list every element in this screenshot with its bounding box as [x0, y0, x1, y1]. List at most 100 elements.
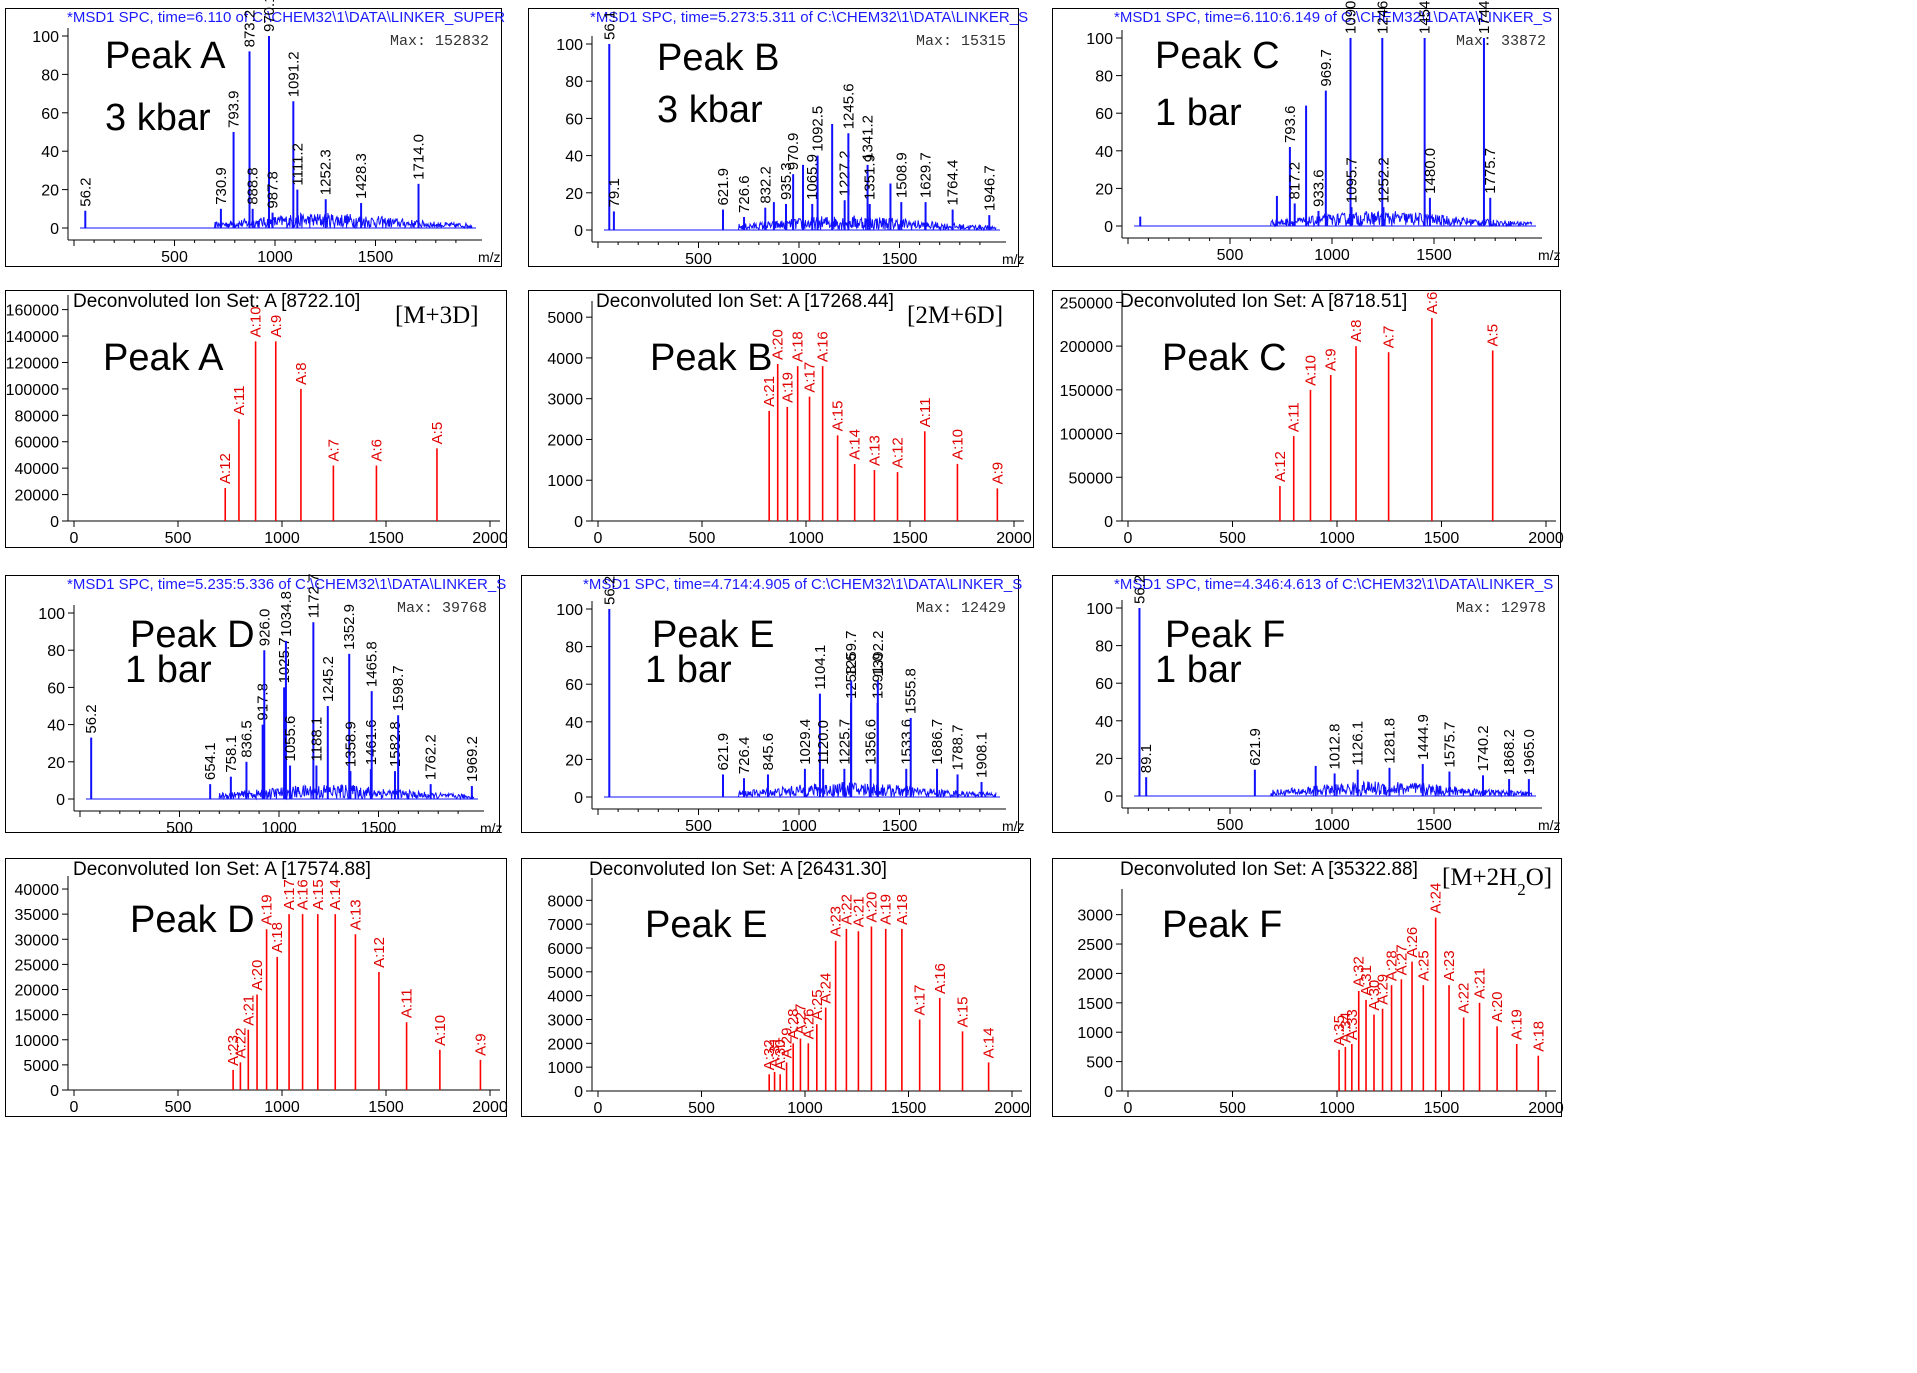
- peak-label: 1281.8: [1381, 718, 1398, 764]
- y-tick-label: 100: [1086, 601, 1113, 618]
- peak-label: 1392.2: [870, 631, 887, 677]
- y-tick-label: 40: [565, 149, 583, 166]
- peak-label: A:31: [1358, 965, 1375, 996]
- y-tick-label: 30000: [15, 932, 60, 949]
- peak-label: A:12: [217, 453, 234, 484]
- deconvoluted-panel-11: Deconvoluted Ion Set: A [26431.30] 0 1000 2…: [521, 858, 1031, 1117]
- peak-label: A:23: [1441, 950, 1458, 981]
- baseline-noise: [1250, 780, 1533, 798]
- y-tick-label: 100: [38, 606, 65, 623]
- peak-label: A:5: [429, 422, 446, 445]
- peak-label: 970.1: [261, 0, 278, 32]
- y-tick-label: 6000: [547, 941, 583, 958]
- ms-spectrum-panel-7: *MSD1 SPC, time=5.235:5.336 of C:\CHEM32…: [5, 574, 506, 837]
- x-tick-label: 500: [685, 818, 712, 835]
- x-tick-label: 500: [1217, 247, 1244, 264]
- peak-label: 1788.7: [950, 725, 967, 771]
- y-tick-label: 20: [565, 186, 583, 203]
- x-tick-label: 1000: [264, 1099, 300, 1116]
- peak-label: A:7: [1381, 326, 1398, 349]
- overlay-peak-name: Peak B: [650, 337, 773, 379]
- peak-label: 926.0: [256, 609, 273, 647]
- panel-frame: [528, 290, 1034, 548]
- y-tick-label: 1500: [1077, 996, 1113, 1013]
- peak-label: A:22: [232, 1028, 249, 1059]
- peak-label: A:9: [472, 1033, 489, 1056]
- peak-label: A:20: [249, 960, 266, 991]
- peak-label: 1090.8: [1343, 0, 1360, 34]
- peak-label: A:22: [838, 894, 855, 925]
- y-tick-label: 40: [41, 144, 59, 161]
- x-tick-label: 500: [166, 820, 193, 837]
- deconvolution-header: Deconvoluted Ion Set: A [17268.44]: [596, 291, 894, 312]
- y-tick-label: 1000: [1077, 1025, 1113, 1042]
- panel-frame: [521, 858, 1031, 1117]
- y-tick-label: 20: [47, 755, 65, 772]
- peak-label: A:19: [878, 894, 895, 925]
- peak-label: A:27: [792, 1004, 809, 1035]
- peak-label: A:25: [809, 989, 826, 1020]
- overlay-peak-name: Peak C: [1162, 337, 1287, 379]
- deconvolution-header: Deconvoluted Ion Set: A [8718.51]: [1120, 291, 1407, 312]
- deconvoluted-panel-5: Deconvoluted Ion Set: A [17268.44] 0 1000 2…: [528, 290, 1034, 548]
- overlay-peak-name: Peak E: [645, 904, 768, 946]
- x-unit-label: m/z: [480, 820, 503, 836]
- peak-label: 1188.1: [308, 717, 325, 762]
- y-tick-label: 8000: [547, 893, 583, 910]
- peak-label: A:14: [981, 1028, 998, 1059]
- x-tick-label: 1000: [257, 249, 293, 266]
- y-tick-label: 60: [1095, 676, 1113, 693]
- panel-frame: [5, 290, 507, 548]
- peak-label: A:15: [955, 997, 972, 1028]
- peak-label: A:17: [912, 985, 929, 1016]
- peak-label: A:12: [371, 937, 388, 968]
- peak-label: 987.8: [265, 171, 282, 209]
- peak-label: 1714.0: [411, 134, 428, 180]
- y-tick-label: 20: [1095, 751, 1113, 768]
- deconvoluted-panel-4: Deconvoluted Ion Set: A [8722.10]0200004…: [5, 290, 508, 548]
- overlay-pressure: 1 bar: [1155, 649, 1242, 691]
- x-tick-label: 0: [1124, 1100, 1133, 1117]
- y-tick-label: 60: [1095, 106, 1113, 123]
- ms-spectrum-panel-2: *MSD1 SPC, time=5.273:5.311 of C:\CHEM32…: [528, 8, 1028, 268]
- y-tick-label: 4000: [547, 351, 583, 368]
- peak-label: 1868.2: [1501, 729, 1518, 775]
- overlay-peak-name: Peak E: [652, 614, 775, 656]
- x-tick-label: 1000: [1314, 817, 1350, 834]
- adduct-subscript: 2: [1517, 880, 1526, 899]
- peak-label: 758.1: [223, 735, 240, 773]
- peak-label: A:16: [295, 879, 312, 910]
- peak-label: A:11: [1286, 402, 1303, 432]
- peak-label: 1480.0: [1422, 148, 1439, 194]
- peak-label: 1095.7: [1344, 157, 1361, 203]
- peak-label: 1686.7: [929, 719, 946, 765]
- y-tick-label: 50000: [1069, 470, 1114, 487]
- peak-label: A:22: [1456, 983, 1473, 1014]
- overlay-peak-name: Peak F: [1165, 614, 1285, 656]
- peak-label: 1120.0: [815, 720, 832, 765]
- peak-label: A:13: [347, 899, 364, 930]
- peak-label: 1111.2: [289, 143, 306, 186]
- peak-label: 817.2: [1287, 162, 1304, 200]
- x-tick-label: 500: [688, 1100, 715, 1117]
- peak-label: 1555.8: [903, 668, 920, 714]
- y-tick-label: 500: [1086, 1055, 1113, 1072]
- peak-label: 1629.7: [918, 152, 935, 198]
- y-tick-label: 0: [574, 1084, 583, 1101]
- peak-label: A:33: [1344, 1009, 1361, 1040]
- x-tick-label: 1500: [892, 530, 928, 547]
- peak-label: 1356.6: [863, 719, 880, 765]
- deconvoluted-panel-10: Deconvoluted Ion Set: A [17574.88]050001…: [5, 858, 508, 1117]
- y-tick-label: 100: [556, 602, 583, 619]
- peak-label: 1126.1: [1350, 721, 1367, 766]
- deconvoluted-panel-6: Deconvoluted Ion Set: A [8718.51] 0 50000 1…: [1052, 290, 1564, 548]
- peak-label: A:28: [785, 1008, 802, 1039]
- peak-label: A:35: [1331, 1015, 1348, 1046]
- peak-label: A:30: [772, 1039, 789, 1070]
- peak-label: 56.2: [83, 704, 100, 733]
- adduct-label: [M+2H2O]: [1442, 864, 1552, 899]
- peak-label: 1533.6: [898, 719, 915, 765]
- overlay-pressure: 3 kbar: [657, 89, 763, 131]
- peak-label: 1351.9: [862, 154, 879, 200]
